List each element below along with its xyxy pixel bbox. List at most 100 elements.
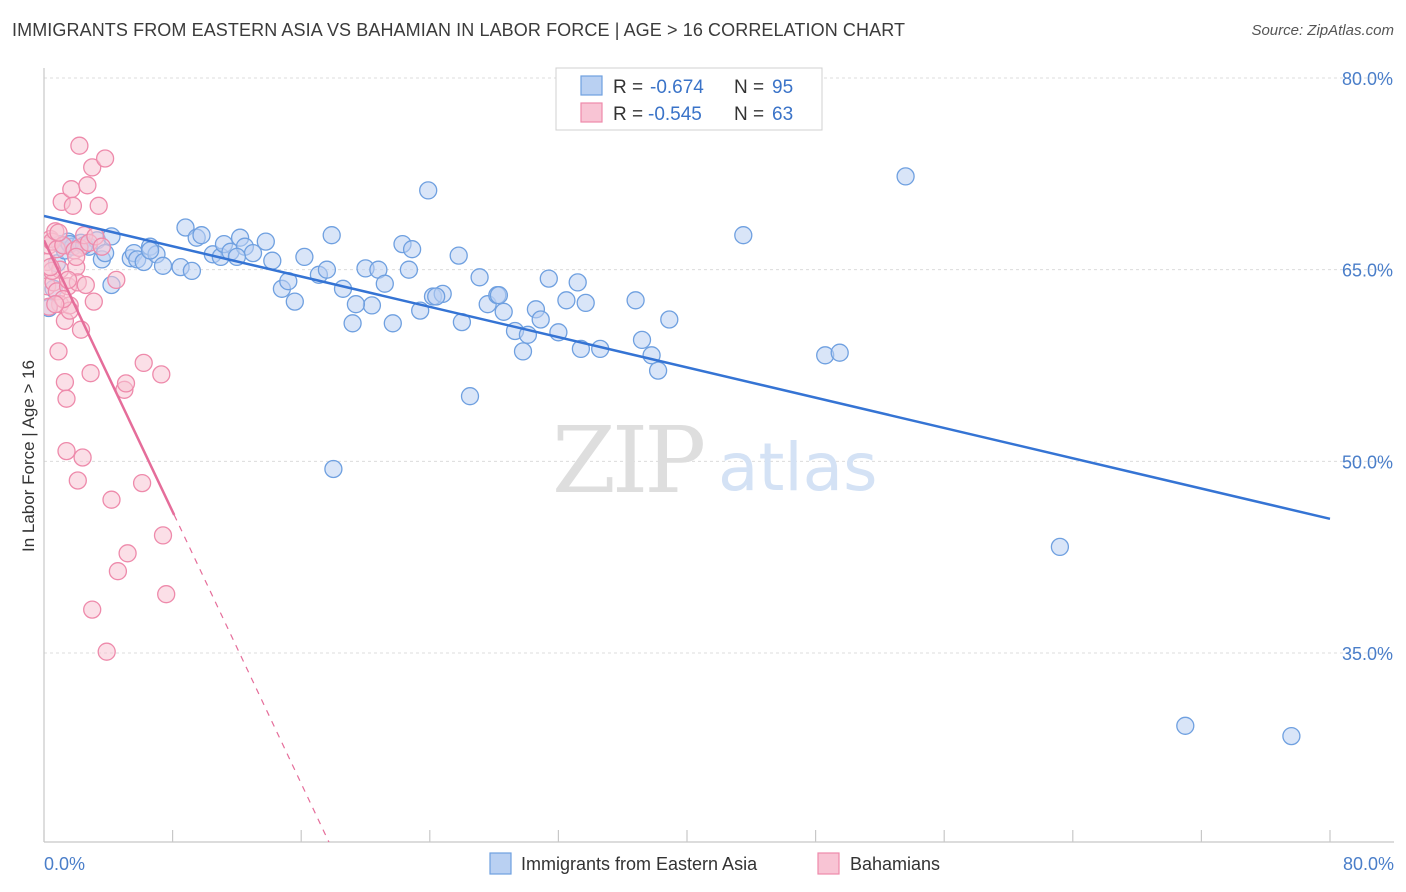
point-bahamian: [78, 176, 97, 195]
point-eastern-asia: [362, 296, 382, 315]
point-eastern-asia: [557, 291, 576, 310]
point-bahamian: [107, 270, 126, 290]
point-eastern-asia: [192, 226, 211, 245]
y-axis-label: In Labor Force | Age > 16: [19, 360, 38, 552]
point-bahamian: [83, 158, 102, 177]
point-bahamian: [92, 237, 112, 256]
point-bahamian: [57, 441, 76, 461]
point-eastern-asia: [383, 314, 402, 333]
point-eastern-asia: [399, 260, 419, 279]
legend-r-value-blue: -0.674: [650, 77, 704, 98]
point-eastern-asia: [285, 292, 304, 311]
point-bahamian: [84, 292, 103, 311]
series-legend-label-pink[interactable]: Bahamians: [850, 854, 940, 874]
point-eastern-asia: [896, 167, 915, 186]
point-bahamian: [97, 642, 116, 661]
point-bahamian: [152, 365, 171, 384]
point-eastern-asia: [343, 314, 362, 333]
point-eastern-asia: [568, 273, 587, 292]
point-eastern-asia: [539, 269, 558, 288]
point-eastern-asia: [489, 286, 509, 305]
point-eastern-asia: [460, 387, 480, 406]
point-bahamian: [68, 471, 87, 490]
point-eastern-asia: [449, 246, 468, 265]
legend-n-value-blue: 95: [772, 77, 793, 98]
point-eastern-asia: [402, 240, 422, 259]
point-eastern-asia: [632, 330, 652, 350]
point-eastern-asia: [346, 295, 366, 314]
trendline-eastern-asia: [44, 214, 1331, 521]
point-eastern-asia: [531, 310, 550, 329]
point-bahamian: [118, 544, 137, 563]
point-eastern-asia: [375, 274, 394, 293]
point-eastern-asia: [322, 226, 341, 245]
point-bahamian: [102, 490, 121, 509]
legend-swatch-blue: [580, 75, 603, 96]
point-eastern-asia: [494, 302, 513, 321]
y-tick-label: 50.0%: [1342, 452, 1393, 472]
point-eastern-asia: [470, 268, 489, 287]
trend-lines: [44, 214, 1331, 842]
grid-lines: [44, 77, 1394, 654]
point-eastern-asia: [140, 241, 160, 260]
point-eastern-asia: [427, 287, 446, 306]
series-legend: Immigrants from Eastern Asia Bahamians: [489, 852, 940, 875]
point-bahamian: [57, 389, 76, 408]
point-bahamian: [134, 353, 153, 373]
y-tick-label: 65.0%: [1342, 261, 1393, 281]
point-eastern-asia: [324, 459, 343, 479]
watermark-zip: ZIP: [552, 407, 703, 514]
trendline-bahamian: [44, 239, 176, 516]
point-bahamian: [108, 562, 128, 581]
point-eastern-asia: [317, 260, 337, 279]
point-eastern-asia: [419, 181, 438, 200]
point-bahamian: [67, 247, 86, 267]
point-bahamian: [153, 526, 173, 545]
point-bahamian: [83, 600, 102, 619]
point-bahamian: [116, 374, 136, 393]
legend-r-value-pink: -0.545: [648, 104, 702, 125]
x-tick-label-max: 80.0%: [1343, 854, 1394, 874]
y-tick-labels: 35.0% 50.0% 65.0% 80.0%: [1342, 69, 1393, 664]
point-bahamian: [132, 473, 152, 493]
point-bahamian: [55, 372, 75, 392]
legend-n-value-pink: 63: [772, 104, 793, 125]
watermark: ZIP atlas: [552, 407, 878, 514]
x-axis-ticks: [43, 830, 1331, 842]
point-bahamian: [73, 448, 92, 467]
point-eastern-asia: [513, 342, 533, 361]
point-eastern-asia: [256, 232, 275, 251]
point-bahamian: [70, 136, 89, 155]
point-eastern-asia: [1050, 537, 1070, 557]
series-legend-swatch-pink[interactable]: [817, 852, 840, 875]
point-eastern-asia: [295, 247, 314, 267]
point-bahamian: [49, 342, 68, 361]
x-tick-label-min: 0.0%: [44, 854, 85, 874]
series-legend-label-blue[interactable]: Immigrants from Eastern Asia: [521, 854, 758, 874]
point-eastern-asia: [263, 251, 282, 270]
point-eastern-asia: [1282, 726, 1301, 746]
point-eastern-asia: [648, 361, 668, 380]
legend-swatch-pink: [580, 102, 603, 123]
point-bahamian: [46, 295, 65, 314]
point-eastern-asia: [153, 256, 173, 275]
point-eastern-asia: [830, 343, 849, 362]
series-legend-swatch-blue[interactable]: [489, 852, 512, 875]
source-label: Source: ZipAtlas.com: [1251, 22, 1394, 39]
y-tick-label: 80.0%: [1342, 69, 1393, 89]
legend-n-label-blue: N =: [734, 77, 764, 98]
point-bahamian: [89, 196, 108, 215]
point-bahamian: [62, 180, 81, 199]
legend-r-label-blue: R =: [613, 77, 643, 98]
point-eastern-asia: [660, 310, 679, 329]
trendline-bahamian-extension: [173, 514, 330, 842]
point-bahamian: [81, 364, 100, 383]
point-eastern-asia: [734, 226, 753, 245]
data-points: [44, 136, 1301, 746]
legend-r-label-pink: R =: [613, 104, 643, 125]
point-bahamian: [49, 223, 68, 242]
point-bahamian: [157, 585, 176, 604]
chart-title: IMMIGRANTS FROM EASTERN ASIA VS BAHAMIAN…: [12, 20, 906, 40]
point-eastern-asia: [626, 291, 645, 310]
